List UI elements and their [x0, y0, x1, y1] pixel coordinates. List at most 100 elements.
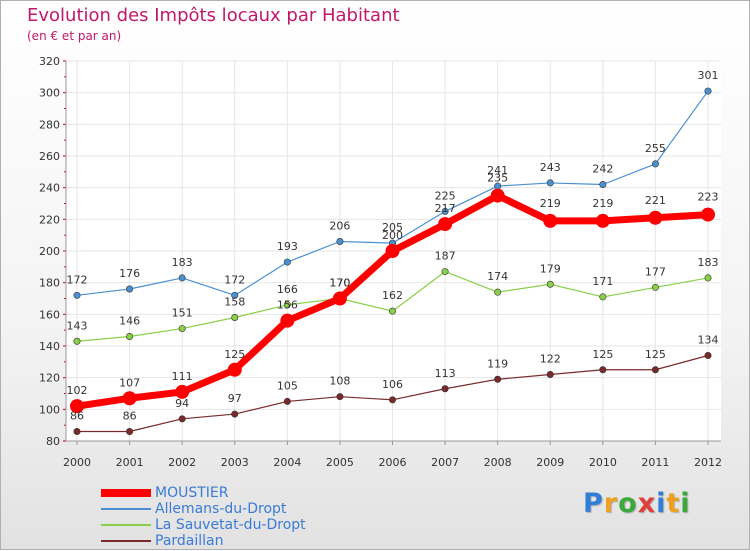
data-label-pardaillan: 94	[175, 397, 189, 410]
chart-subtitle: (en € et par an)	[27, 29, 122, 43]
y-tick-label: 320	[39, 55, 60, 68]
point-la-sauvetat-du-dropt	[651, 283, 659, 291]
data-label-la-sauvetat-du-dropt: 146	[119, 315, 140, 328]
point-moustier	[701, 207, 715, 222]
x-tick-label: 2006	[379, 456, 407, 469]
point-moustier	[595, 213, 610, 228]
point-allemans-du-dropt	[283, 258, 291, 266]
point-la-sauvetat-du-dropt	[704, 274, 712, 282]
point-la-sauvetat-du-dropt	[494, 288, 502, 296]
legend-label: La Sauvetat-du-Dropt	[155, 517, 306, 533]
grid	[66, 60, 721, 442]
chart-title: Evolution des Impôts locaux par Habitant	[27, 5, 400, 26]
data-label-allemans-du-dropt: 242	[592, 163, 613, 176]
point-pardaillan	[336, 393, 344, 401]
data-label-pardaillan: 119	[487, 357, 508, 370]
point-moustier	[648, 210, 663, 225]
point-allemans-du-dropt	[73, 291, 81, 299]
x-tick-label: 2007	[431, 456, 459, 469]
data-labels: 172 176 183 172 193 206 205 225 241 243 242 255 301 1…	[67, 69, 719, 422]
data-label-moustier: 102	[67, 384, 88, 397]
point-pardaillan	[126, 427, 134, 435]
x-tick-label: 2002	[168, 456, 196, 469]
data-label-pardaillan: 122	[540, 353, 561, 366]
data-label-moustier: 235	[487, 172, 508, 185]
x-tick-label: 2005	[326, 456, 354, 469]
data-label-pardaillan: 86	[123, 410, 137, 423]
data-label-pardaillan: 134	[698, 334, 719, 347]
data-label-moustier: 200	[382, 229, 403, 242]
point-la-sauvetat-du-dropt	[231, 313, 239, 321]
x-tick-label: 2004	[273, 456, 301, 469]
data-label-moustier: 156	[277, 299, 298, 312]
point-la-sauvetat-du-dropt	[178, 325, 186, 333]
data-label-allemans-du-dropt: 206	[329, 220, 350, 233]
y-tick-label: 220	[39, 213, 60, 226]
data-label-allemans-du-dropt: 301	[698, 69, 719, 82]
point-pardaillan	[441, 385, 449, 393]
point-la-sauvetat-du-dropt	[388, 307, 396, 315]
y-tick-label: 100	[39, 403, 60, 416]
y-tick-label: 160	[39, 308, 60, 321]
data-label-la-sauvetat-du-dropt: 143	[67, 319, 88, 332]
point-pardaillan	[283, 397, 291, 405]
data-label-moustier: 217	[435, 202, 456, 215]
point-allemans-du-dropt	[651, 160, 659, 168]
logo-letter: t	[666, 488, 681, 519]
point-allemans-du-dropt	[126, 285, 134, 293]
data-label-la-sauvetat-du-dropt: 177	[645, 265, 666, 278]
legend-label: Allemans-du-Dropt	[155, 501, 287, 517]
data-label-moustier: 223	[698, 191, 719, 204]
logo-letter: r	[603, 488, 619, 519]
data-label-pardaillan: 125	[592, 348, 613, 361]
point-moustier	[543, 213, 558, 228]
point-moustier	[122, 391, 137, 406]
point-moustier	[70, 399, 84, 414]
y-tick-label: 260	[39, 150, 60, 163]
y-tick-label: 80	[46, 435, 60, 448]
x-tick-label: 2009	[536, 456, 564, 469]
point-moustier	[175, 384, 190, 399]
data-label-la-sauvetat-du-dropt: 158	[224, 296, 245, 309]
point-moustier	[332, 291, 347, 306]
data-label-la-sauvetat-du-dropt: 183	[698, 256, 719, 269]
point-la-sauvetat-du-dropt	[599, 293, 607, 301]
logo-letter: i	[656, 488, 667, 519]
data-label-allemans-du-dropt: 172	[67, 273, 88, 286]
legend-swatch	[101, 524, 151, 526]
logo-letter: i	[680, 488, 691, 519]
data-label-pardaillan: 105	[277, 379, 298, 392]
data-label-la-sauvetat-du-dropt: 162	[382, 289, 403, 302]
point-pardaillan	[178, 415, 186, 423]
data-label-moustier: 125	[224, 348, 245, 361]
point-pardaillan	[388, 396, 396, 404]
data-label-la-sauvetat-du-dropt: 174	[487, 270, 508, 283]
data-label-pardaillan: 108	[329, 375, 350, 388]
point-moustier	[227, 362, 242, 377]
y-tick-label: 200	[39, 245, 60, 258]
legend-swatch	[101, 508, 151, 510]
point-moustier	[438, 217, 453, 232]
data-label-la-sauvetat-du-dropt: 166	[277, 283, 298, 296]
y-tick-label: 140	[39, 340, 60, 353]
legend-swatch	[101, 540, 151, 542]
point-allemans-du-dropt	[546, 179, 554, 187]
point-moustier	[490, 188, 505, 203]
x-tick-label: 2000	[63, 456, 91, 469]
data-label-allemans-du-dropt: 183	[172, 256, 193, 269]
data-label-allemans-du-dropt: 193	[277, 240, 298, 253]
data-label-moustier: 219	[592, 197, 613, 210]
data-label-pardaillan: 97	[228, 392, 242, 405]
point-pardaillan	[704, 351, 712, 359]
x-tick-label: 2011	[641, 456, 669, 469]
point-la-sauvetat-du-dropt	[126, 332, 134, 340]
data-label-moustier: 221	[645, 194, 666, 207]
logo-letter: x	[637, 488, 657, 519]
y-tick-label: 280	[39, 118, 60, 131]
point-la-sauvetat-du-dropt	[441, 268, 449, 276]
data-label-la-sauvetat-du-dropt: 179	[540, 262, 561, 275]
data-label-allemans-du-dropt: 225	[435, 189, 456, 202]
logo-letter: P	[583, 488, 604, 519]
x-tick-label: 2001	[116, 456, 144, 469]
